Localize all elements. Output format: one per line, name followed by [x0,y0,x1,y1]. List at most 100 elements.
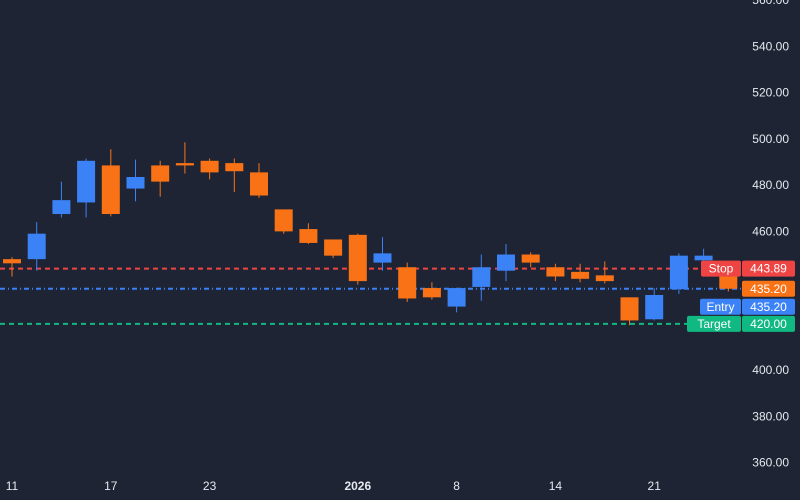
level-tags: Stop 443.89 435.20 Entry 435.20 Target 420.00 [687,260,795,332]
time-tick-label: 11 [6,479,19,493]
candle-body [200,160,219,173]
target-value-tag[interactable]: 420.00 [742,315,795,332]
stop-name-tag-text: Stop [709,262,734,276]
candle-body [3,259,21,264]
entry-value-tag-bg [742,298,795,315]
candle-body [422,288,441,298]
entry-name-tag[interactable]: Entry [700,298,741,315]
candle-body [274,209,293,232]
candle-body [27,233,46,260]
candle-body [373,253,392,263]
candle[interactable] [200,158,219,180]
candle-body [620,297,639,321]
candle[interactable] [398,262,417,302]
candle-body [595,275,614,282]
stop-name-tag[interactable]: Stop [701,260,741,277]
candle[interactable] [101,149,120,217]
candle-body [151,165,170,182]
time-tick-label: 21 [648,479,662,493]
candle-body [175,163,194,166]
price-axis-panel[interactable] [741,0,800,472]
stop-value-tag[interactable]: 443.89 [742,260,795,277]
candle[interactable] [126,159,145,202]
candle[interactable] [447,288,466,313]
time-tick-label: 2026 [344,479,371,493]
price-tick-label: 540.00 [752,39,789,53]
candle[interactable] [175,142,194,174]
candle-body [398,267,417,299]
entry-name-tag-text: Entry [706,300,734,314]
current-price-value-tag[interactable]: 435.20 [742,280,795,297]
candle-body [546,267,565,277]
candle[interactable] [250,163,268,198]
level-lines [0,267,741,325]
candle[interactable] [299,223,318,245]
candle[interactable] [669,253,688,294]
candle[interactable] [620,297,639,326]
candle[interactable] [225,158,244,193]
candle[interactable] [52,181,71,218]
time-tick-label: 17 [104,479,118,493]
price-tick-label: 460.00 [752,224,789,238]
candle-body [250,172,268,196]
candle[interactable] [521,252,540,268]
candle[interactable] [645,288,664,321]
candle[interactable] [324,239,343,258]
candle[interactable] [472,254,491,301]
candle[interactable] [348,233,367,285]
stop-value-tag-text: 443.89 [750,262,787,276]
price-tick-label: 480.00 [752,178,789,192]
target-name-tag-text: Target [697,317,731,331]
entry-value-tag[interactable]: 435.20 [742,298,795,315]
price-tick-label: 560.00 [752,0,789,7]
candles [3,142,738,326]
candle[interactable] [546,263,565,282]
price-tick-label: 500.00 [752,132,789,146]
candle[interactable] [422,282,441,300]
candle[interactable] [27,222,46,271]
candle[interactable] [497,244,515,282]
candle[interactable] [151,160,170,197]
time-tick-label: 14 [549,479,563,493]
candle[interactable] [77,158,96,218]
candle-body [324,239,343,256]
candle-body [521,254,540,263]
target-name-tag[interactable]: Target [687,315,741,332]
time-tick-label: 8 [453,479,460,493]
time-tick-label: 23 [203,479,217,493]
candle-body [694,255,713,261]
candle-body [447,288,466,307]
stop-name-tag-bg [701,260,741,277]
price-tick-label: 360.00 [752,456,789,470]
candle[interactable] [274,209,293,234]
candle-body [348,234,367,282]
candle-body [126,177,145,189]
candle[interactable] [3,257,21,277]
candle-body [101,165,120,215]
target-value-tag-text: 420.00 [750,317,787,331]
candle[interactable] [595,261,614,284]
price-tick-label: 400.00 [752,363,789,377]
target-value-tag-bg [742,315,795,332]
candle-body [669,255,688,290]
price-tick-label: 380.00 [752,409,789,423]
current-price-value-tag-text: 435.20 [750,282,787,296]
candle-body [497,254,515,271]
candle-body [472,267,491,287]
price-axis: 560.00 540.00 520.00 500.00 480.00 460.00 400.… [752,0,789,470]
candle-body [299,229,318,243]
time-axis: 11 17 23 2026 8 14 21 [6,479,661,493]
candle-body [645,295,664,320]
candle-body [52,200,71,215]
entry-value-tag-text: 435.20 [750,300,787,314]
entry-name-tag-bg [700,298,741,315]
candle-body [225,163,244,172]
current-price-value-tag-bg [742,280,795,297]
candle-body [77,160,96,203]
candle[interactable] [571,263,590,283]
target-name-tag-bg [687,315,741,332]
candle[interactable] [373,237,392,271]
